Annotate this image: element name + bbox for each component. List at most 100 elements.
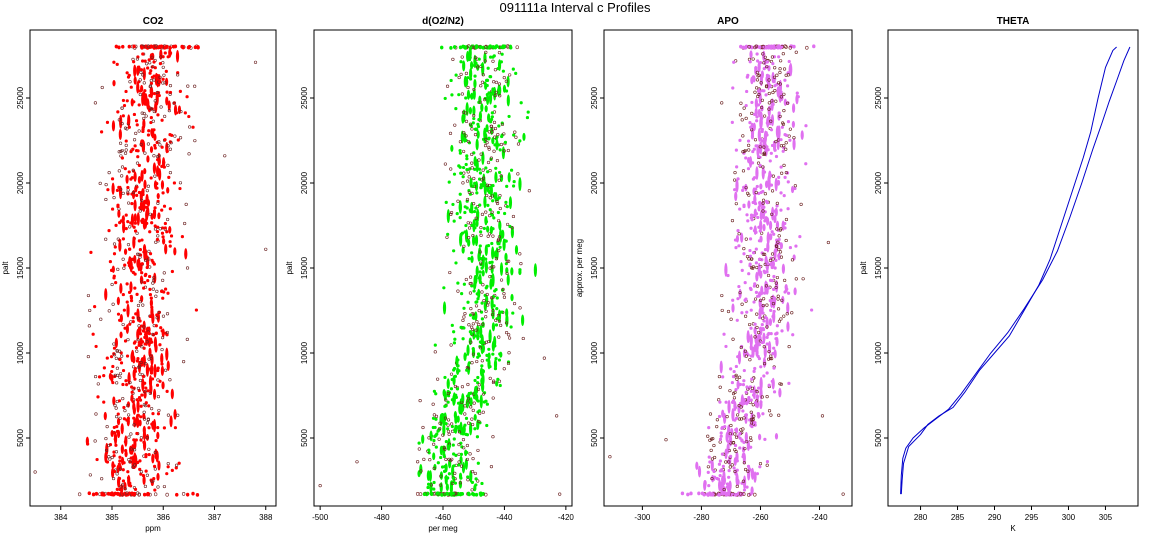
data-point — [489, 465, 494, 469]
y-tick-label: 25000 — [300, 86, 309, 109]
data-point — [759, 387, 763, 400]
x-tick-label: 300 — [1062, 513, 1076, 522]
data-point — [125, 300, 129, 304]
data-point — [770, 230, 774, 234]
data-point — [450, 93, 454, 97]
data-point — [126, 190, 130, 195]
data-point — [778, 67, 782, 71]
data-point — [455, 387, 460, 391]
data-point — [473, 226, 477, 230]
data-point — [155, 181, 159, 186]
data-point — [107, 443, 111, 448]
data-point — [753, 90, 757, 94]
data-point — [498, 206, 502, 211]
data-point — [470, 64, 475, 68]
data-point — [447, 180, 451, 184]
data-point — [112, 274, 116, 278]
data-point — [476, 375, 480, 380]
data-point — [773, 148, 777, 152]
data-point — [758, 61, 763, 65]
data-point — [759, 298, 763, 302]
data-point — [132, 225, 136, 229]
data-point — [734, 148, 738, 152]
data-point — [476, 211, 480, 215]
data-point — [432, 452, 436, 461]
data-point — [686, 492, 690, 497]
data-point — [439, 482, 443, 493]
data-point — [100, 477, 104, 481]
data-point — [734, 202, 738, 206]
data-point — [786, 291, 791, 295]
data-point — [707, 426, 711, 430]
data-point — [146, 105, 151, 109]
data-point — [105, 424, 109, 429]
data-point — [737, 404, 741, 408]
data-point — [151, 332, 155, 336]
data-point — [793, 186, 797, 191]
data-point — [143, 179, 147, 190]
data-point — [812, 44, 816, 49]
data-point — [116, 267, 120, 271]
data-point — [495, 201, 500, 206]
data-point — [742, 488, 747, 492]
data-point — [135, 161, 140, 165]
data-point — [146, 142, 150, 146]
data-point — [184, 248, 188, 260]
data-point — [542, 356, 546, 360]
data-point — [146, 184, 151, 188]
data-point — [124, 139, 128, 143]
data-point — [470, 255, 474, 264]
data-point — [779, 90, 783, 94]
data-point — [744, 314, 748, 318]
data-point — [747, 148, 751, 152]
data-point — [138, 247, 142, 252]
data-point — [116, 417, 121, 426]
data-point — [501, 287, 505, 291]
data-point — [474, 234, 479, 247]
data-point — [110, 282, 114, 287]
data-point — [467, 257, 471, 261]
data-point — [136, 212, 140, 226]
data-point — [156, 412, 161, 416]
data-point — [138, 364, 142, 368]
data-point — [156, 192, 160, 200]
data-point — [158, 343, 162, 347]
data-point — [488, 365, 492, 369]
data-point — [764, 180, 769, 189]
data-point — [439, 474, 443, 478]
data-point — [146, 133, 151, 137]
data-point — [118, 240, 122, 252]
data-point — [132, 100, 136, 104]
data-point — [735, 318, 739, 322]
data-point — [465, 457, 470, 462]
data-point — [766, 262, 770, 266]
data-point — [152, 74, 156, 78]
data-point — [720, 425, 725, 430]
data-point — [724, 460, 728, 464]
data-point — [435, 491, 440, 496]
data-point — [765, 371, 769, 375]
data-point — [182, 360, 186, 364]
data-point — [761, 198, 766, 202]
data-point — [741, 188, 745, 193]
data-point — [499, 323, 503, 327]
data-point — [160, 353, 164, 365]
data-point — [729, 454, 733, 458]
data-point — [137, 190, 141, 195]
data-point — [760, 231, 764, 235]
data-point — [756, 341, 760, 345]
data-point — [112, 469, 117, 474]
data-point — [117, 45, 121, 50]
data-point — [746, 398, 751, 402]
data-point — [465, 450, 469, 455]
data-point — [495, 158, 500, 163]
data-point — [191, 491, 195, 496]
data-point — [477, 276, 481, 280]
data-point — [462, 315, 466, 319]
data-point — [491, 234, 495, 238]
data-point — [738, 491, 743, 496]
data-point — [474, 56, 478, 60]
data-point — [143, 89, 147, 93]
data-point — [151, 453, 155, 464]
data-point — [751, 403, 755, 407]
